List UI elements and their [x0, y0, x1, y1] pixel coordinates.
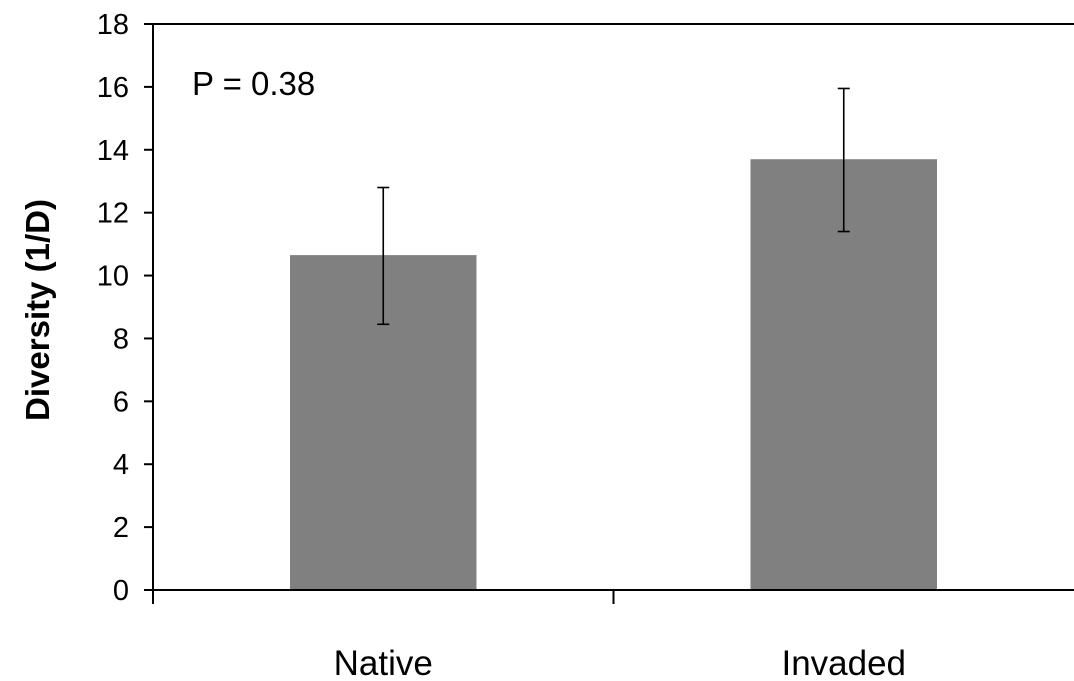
- x-category-label: Native: [334, 644, 433, 681]
- y-tick-label: 0: [113, 575, 129, 607]
- y-tick-label: 4: [113, 449, 129, 481]
- error-bars-layer: [377, 87, 850, 326]
- y-ticks-layer: 0 2 4 6 8 10 12 14 16 18: [97, 9, 153, 607]
- x-category-label: Invaded: [781, 644, 906, 681]
- y-tick-label: 10: [97, 261, 129, 293]
- y-tick-label: 18: [97, 9, 129, 41]
- y-tick-label: 2: [113, 512, 129, 544]
- x-ticks-layer: Native Invaded: [152, 590, 906, 681]
- bars-layer: [289, 159, 938, 590]
- annotation-p-value: P = 0.38: [192, 65, 315, 102]
- y-axis-label: Diversity (1/D): [19, 199, 56, 421]
- y-tick-label: 6: [113, 386, 129, 418]
- y-tick-label: 8: [113, 323, 129, 355]
- y-tick-label: 14: [97, 135, 129, 167]
- y-tick-label: 12: [97, 198, 129, 230]
- y-tick-label: 16: [97, 72, 129, 104]
